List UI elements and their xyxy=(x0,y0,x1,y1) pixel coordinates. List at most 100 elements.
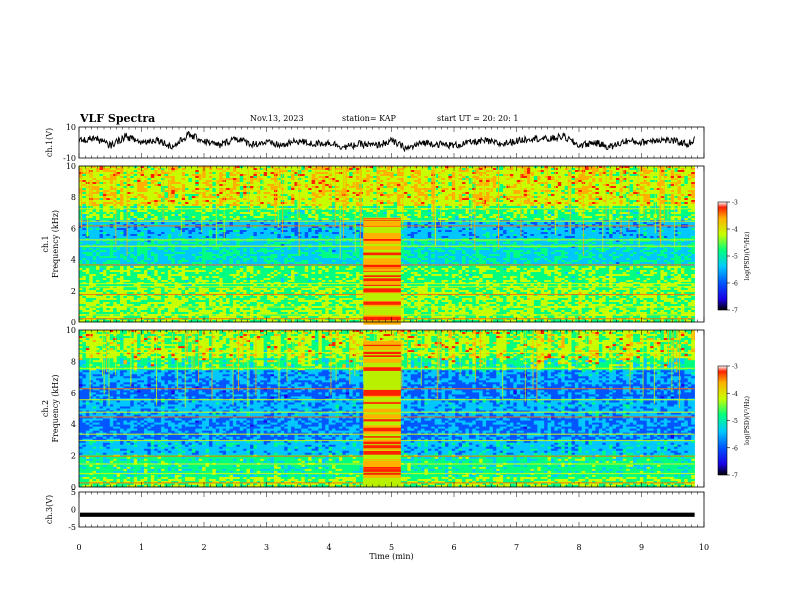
s1-cell xyxy=(154,182,158,185)
s1-cell xyxy=(198,194,203,197)
s1-cell xyxy=(123,178,128,181)
s1-cell xyxy=(475,178,480,181)
s1-cell xyxy=(547,188,552,191)
s1-cell xyxy=(253,204,258,207)
s1-cell xyxy=(674,218,678,221)
s1-cell xyxy=(147,198,152,201)
s1-cell xyxy=(592,196,596,199)
s1-cell xyxy=(297,188,302,191)
s1-cell xyxy=(520,216,524,219)
s1-cell xyxy=(479,204,483,207)
s1-cell xyxy=(366,168,371,171)
s1-cell xyxy=(602,172,606,175)
s1-cell xyxy=(650,184,654,187)
s1-cell xyxy=(253,210,258,213)
s1-cell xyxy=(92,178,97,181)
s1-cell xyxy=(475,204,480,207)
s1-cell xyxy=(116,186,121,189)
s1-cell xyxy=(116,212,121,215)
s1-cell xyxy=(154,170,158,173)
s1-cell xyxy=(650,216,654,219)
s1-cell xyxy=(191,170,196,173)
s1-cell xyxy=(684,200,689,203)
s1-cell xyxy=(79,174,83,177)
s1-cell xyxy=(102,214,107,217)
s1-cell xyxy=(185,200,189,203)
s1-cell xyxy=(472,180,477,183)
s1-cell xyxy=(133,190,138,193)
s1-cell xyxy=(513,182,518,185)
s1-cell xyxy=(356,200,360,203)
s1-cell xyxy=(663,188,668,191)
s1-cell xyxy=(356,194,360,197)
s1-cell xyxy=(345,176,350,179)
s1-cell xyxy=(250,186,254,189)
s1-cell xyxy=(277,190,282,193)
s1-cell xyxy=(219,202,223,205)
s1-cell xyxy=(304,216,309,219)
s1-cell xyxy=(585,172,589,175)
s1-cell xyxy=(345,174,350,177)
s1-cell xyxy=(366,174,371,177)
s1-cell xyxy=(229,190,234,193)
s1-cell xyxy=(143,168,148,171)
s1-cell xyxy=(82,186,87,189)
s1-cell xyxy=(181,174,186,177)
s1-cell xyxy=(667,172,671,175)
s1-cell xyxy=(356,180,360,183)
s1-cell xyxy=(677,180,682,183)
s1-cell xyxy=(410,168,415,171)
s1-cell xyxy=(472,212,477,215)
s1-cell xyxy=(595,198,600,201)
s1-cell xyxy=(198,218,203,221)
s1-cell xyxy=(232,190,237,193)
s1-cell xyxy=(140,176,145,179)
s1-cell xyxy=(451,206,456,209)
s1-cell xyxy=(427,196,432,199)
s1-cell xyxy=(629,214,634,217)
s1-cell xyxy=(379,214,384,217)
s1-cell xyxy=(499,166,504,169)
s1-cell xyxy=(239,172,244,175)
s1-cell xyxy=(595,194,600,197)
s1-cell xyxy=(448,206,453,209)
s1-cell xyxy=(120,168,124,171)
s1-cell xyxy=(561,166,565,169)
s1-cell xyxy=(96,214,100,217)
s1-cell xyxy=(157,170,162,173)
s1-cell xyxy=(598,168,603,171)
s1-cell xyxy=(270,180,275,183)
s1-cell xyxy=(318,188,323,191)
s1-cell xyxy=(650,188,654,191)
s1-cell xyxy=(284,202,288,205)
s1-cell xyxy=(120,182,124,185)
s1-cell xyxy=(178,194,182,197)
s1-cell xyxy=(195,180,199,183)
s1-cell xyxy=(492,194,497,197)
s1-cell xyxy=(403,214,408,217)
s1-cell xyxy=(171,178,176,181)
s1-cell xyxy=(106,216,111,219)
s1-cell xyxy=(482,216,487,219)
s1-cell xyxy=(509,168,514,171)
s1-cell xyxy=(352,216,357,219)
s1-cell xyxy=(178,214,182,217)
s1-cell xyxy=(349,194,353,197)
s1-cell xyxy=(130,218,135,221)
s1-cell xyxy=(92,182,97,185)
s1-cell xyxy=(598,194,603,197)
s1-cell xyxy=(383,202,388,205)
s1-cell xyxy=(253,194,258,197)
s1-cell xyxy=(79,192,83,195)
s1-cell xyxy=(185,188,189,191)
s1-cell xyxy=(376,178,381,181)
s1-cell xyxy=(513,186,518,189)
s1-cell xyxy=(150,168,155,171)
s1-cell xyxy=(588,188,593,191)
s1-cell xyxy=(212,186,217,189)
s1-cell xyxy=(226,200,230,203)
s1-cell xyxy=(393,196,398,199)
s1-cell xyxy=(345,170,350,173)
s1-cell xyxy=(185,176,189,179)
s1-cell xyxy=(574,196,579,199)
